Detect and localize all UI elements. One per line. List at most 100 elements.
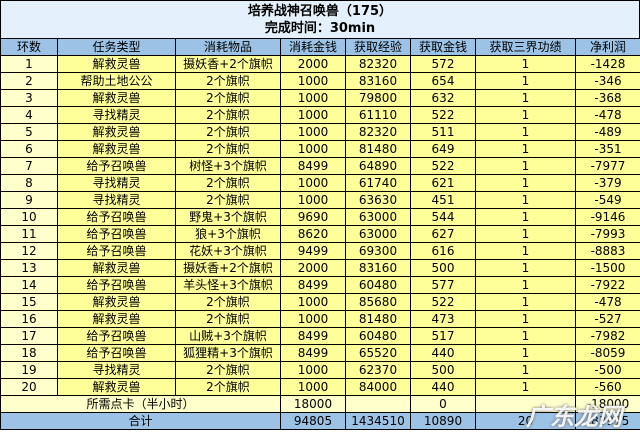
cell: 61110 xyxy=(345,106,411,124)
cell: 19 xyxy=(0,361,58,379)
cell: 13 xyxy=(0,259,58,277)
cell: 给予召唤兽 xyxy=(57,242,176,260)
cell: 11 xyxy=(0,225,58,243)
cell: -8883 xyxy=(575,242,640,260)
cell: -379 xyxy=(575,174,640,192)
cell: 20 xyxy=(0,378,58,396)
cell: 18 xyxy=(0,344,58,362)
cell: -7993 xyxy=(575,225,640,243)
cell: 10890 xyxy=(410,412,476,430)
data-row: 3 解救灵兽 2个旗帜 1000 79800 632 1 -368 xyxy=(0,89,640,107)
cell: 解救灵兽 xyxy=(57,123,176,141)
cell: -489 xyxy=(575,123,640,141)
cell: -18000 xyxy=(575,395,640,413)
cell: 0 xyxy=(410,395,476,413)
cell: 1 xyxy=(475,174,576,192)
cell: 2个旗帜 xyxy=(175,191,281,209)
cell: 9690 xyxy=(280,208,346,226)
cell: 14 xyxy=(0,276,58,294)
cell: 1 xyxy=(475,361,576,379)
cell: 1 xyxy=(475,276,576,294)
subtitle: 完成时间：30min xyxy=(264,21,376,36)
cell: 1 xyxy=(475,344,576,362)
cell: 给予召唤兽 xyxy=(57,225,176,243)
cell: -1428 xyxy=(575,55,640,73)
cell: 616 xyxy=(410,242,476,260)
cell: 1000 xyxy=(280,72,346,90)
cell: 寻找精灵 xyxy=(57,191,176,209)
cell: 20 xyxy=(475,412,576,430)
cell: -368 xyxy=(575,89,640,107)
cell: 83160 xyxy=(345,72,411,90)
data-row: 9 寻找精灵 2个旗帜 1000 63630 451 1 -549 xyxy=(0,191,640,209)
cell: 16 xyxy=(0,310,58,328)
cell: 81480 xyxy=(345,140,411,158)
cell: -7977 xyxy=(575,157,640,175)
cell: 1 xyxy=(475,242,576,260)
data-row: 10 给予召唤兽 野鬼+3个旗帜 9690 63000 544 1 -9146 xyxy=(0,208,640,226)
cell: -7982 xyxy=(575,327,640,345)
column-header: 获取金钱 xyxy=(410,38,476,56)
cell: 1 xyxy=(475,157,576,175)
cell: -9146 xyxy=(575,208,640,226)
cell: 2个旗帜 xyxy=(175,140,281,158)
cell: -1500 xyxy=(575,259,640,277)
cell: 狼+3个旗帜 xyxy=(175,225,281,243)
cell: 82320 xyxy=(345,55,411,73)
cell: 1 xyxy=(475,293,576,311)
data-row: 1 解救灵兽 摄妖香+2个旗帜 2000 82320 572 1 -1428 xyxy=(0,55,640,73)
cell: 63000 xyxy=(345,225,411,243)
cell: 寻找精灵 xyxy=(57,174,176,192)
cell: 440 xyxy=(410,378,476,396)
cell: 63630 xyxy=(345,191,411,209)
cell: 12 xyxy=(0,242,58,260)
total-row: 合计 94805 1434510 10890 20 -83915 xyxy=(0,412,640,430)
column-header: 任务类型 xyxy=(57,38,176,56)
cell: 632 xyxy=(410,89,476,107)
column-header: 消耗物品 xyxy=(175,38,281,56)
cell: 摄妖香+2个旗帜 xyxy=(175,259,281,277)
cell: 羊头怪+3个旗帜 xyxy=(175,276,281,294)
cell: 544 xyxy=(410,208,476,226)
data-row: 15 解救灵兽 2个旗帜 1000 85680 522 1 -478 xyxy=(0,293,640,311)
data-row: 6 解救灵兽 2个旗帜 1000 81480 649 1 -351 xyxy=(0,140,640,158)
cell: 2个旗帜 xyxy=(175,123,281,141)
cell: 8499 xyxy=(280,327,346,345)
cell: 94805 xyxy=(280,412,346,430)
data-row: 11 给予召唤兽 狼+3个旗帜 8620 63000 627 1 -7993 xyxy=(0,225,640,243)
cell: 83160 xyxy=(345,259,411,277)
cell: 2个旗帜 xyxy=(175,89,281,107)
cell: 给予召唤兽 xyxy=(57,327,176,345)
cell: 解救灵兽 xyxy=(57,89,176,107)
cell: 3 xyxy=(0,89,58,107)
cell: -500 xyxy=(575,361,640,379)
cell: 1000 xyxy=(280,140,346,158)
cell: 2个旗帜 xyxy=(175,72,281,90)
cell: 给予召唤兽 xyxy=(57,208,176,226)
cell: 8620 xyxy=(280,225,346,243)
cell: 473 xyxy=(410,310,476,328)
column-header: 环数 xyxy=(0,38,58,56)
data-row: 19 寻找精灵 2个旗帜 1000 62370 500 1 -500 xyxy=(0,361,640,379)
cell: 野鬼+3个旗帜 xyxy=(175,208,281,226)
cell: 给予召唤兽 xyxy=(57,157,176,175)
cell: -478 xyxy=(575,106,640,124)
cell: 649 xyxy=(410,140,476,158)
cell: -346 xyxy=(575,72,640,90)
cell: 8499 xyxy=(280,157,346,175)
cell: 81480 xyxy=(345,310,411,328)
cell: 1000 xyxy=(280,89,346,107)
cell: 寻找精灵 xyxy=(57,361,176,379)
cell: 1000 xyxy=(280,106,346,124)
cell: 440 xyxy=(410,344,476,362)
cell: 1 xyxy=(475,123,576,141)
cell: 1000 xyxy=(280,361,346,379)
cell: 10 xyxy=(0,208,58,226)
cell: 1 xyxy=(475,327,576,345)
cell: 654 xyxy=(410,72,476,90)
cell: 2000 xyxy=(280,259,346,277)
cell: 7 xyxy=(0,157,58,175)
cell: 给予召唤兽 xyxy=(57,344,176,362)
data-row: 2 帮助土地公公 2个旗帜 1000 83160 654 1 -346 xyxy=(0,72,640,90)
